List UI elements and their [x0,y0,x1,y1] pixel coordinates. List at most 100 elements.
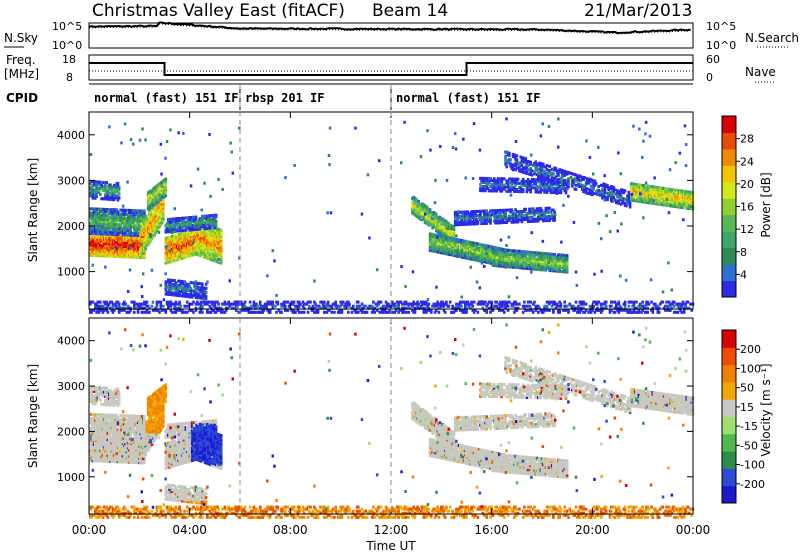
power-cell [188,285,191,288]
power-cell [452,243,456,247]
power-cell [469,218,472,222]
power-cell [544,264,548,268]
power-cell [117,186,121,190]
power-cell [582,190,585,194]
power-cell [485,185,488,189]
power-cell [162,206,165,210]
power-cell [489,221,492,225]
power-cell [523,214,526,217]
power-cell [169,280,173,284]
power-cell [136,225,140,229]
power-cell [523,254,526,258]
power-cell [524,167,527,171]
power-cell [518,260,521,264]
power-cell [533,180,536,184]
power-cell [504,214,507,218]
power-cell [475,218,478,222]
power-cell [109,191,112,195]
power-cell [596,188,599,192]
power-cell [128,208,131,212]
power-cell [544,268,548,272]
power-cell [97,241,101,245]
power-cell [492,181,496,185]
power-cell [547,188,550,192]
power-cell [480,259,483,263]
power-cell [495,253,498,257]
power-cell [133,227,136,231]
power-cell [119,234,122,238]
power-cell [106,222,110,226]
power-cell [564,182,568,186]
power-cell [219,239,223,242]
power-cell [175,283,179,287]
power-cell [487,211,491,215]
power-cell [119,220,122,224]
power-cell [187,282,190,286]
power-cell [565,268,569,272]
power-cell [531,163,535,167]
power-cell [559,257,563,261]
power-cell [178,217,181,220]
power-cell [550,176,554,179]
power-cell [523,179,526,183]
power-cell [472,241,476,245]
power-cell [606,183,609,187]
power-cell [92,217,96,221]
power-cell [581,187,584,191]
power-cell [530,180,534,184]
power-cell [418,208,422,212]
power-cell [462,220,466,224]
power-cell [109,242,112,246]
power-cell [90,213,93,217]
power-cell [586,187,589,191]
power-cell [513,187,516,191]
power-cell [669,202,672,206]
power-cell [525,186,529,190]
power-cell [472,254,476,257]
power-cell [540,215,544,219]
power-cell [513,253,516,257]
power-cell [518,253,521,257]
power-cell [204,237,208,241]
power-cell [109,250,112,254]
power-cell [453,219,457,223]
power-cell [506,185,510,189]
power-cell [593,179,597,183]
power-cell [637,183,641,187]
power-cell [521,166,525,170]
power-cell [583,176,587,180]
power-cell [178,245,181,249]
power-cell [172,223,175,227]
power-cell [623,201,627,205]
power-cell [109,216,112,220]
power-cell [520,181,524,185]
power-cell [557,259,560,263]
power-cell [603,191,607,195]
power-cell [182,216,185,220]
power-cell [500,187,504,191]
power-cell [657,196,661,200]
power-cell [509,158,512,162]
power-cell [531,259,535,263]
power-cell [106,214,110,218]
power-cell [555,169,559,173]
power-cell [441,221,444,225]
power-cell [584,183,588,186]
power-cell [213,232,217,236]
power-cell [598,193,602,197]
power-cell [601,194,604,198]
power-cell [95,192,98,196]
power-cell [178,253,181,257]
power-cell [511,251,515,255]
power-cell [547,174,550,178]
power-cell [105,181,108,185]
power-cell [477,255,481,259]
power-cell [204,295,208,299]
power-cell [469,212,472,216]
power-cell [486,187,490,191]
power-cell [632,197,636,200]
power-cell [518,262,521,266]
noise-right-tick-top: 10^5 [706,20,736,33]
power-cell [212,252,215,256]
power-cell [117,192,121,196]
